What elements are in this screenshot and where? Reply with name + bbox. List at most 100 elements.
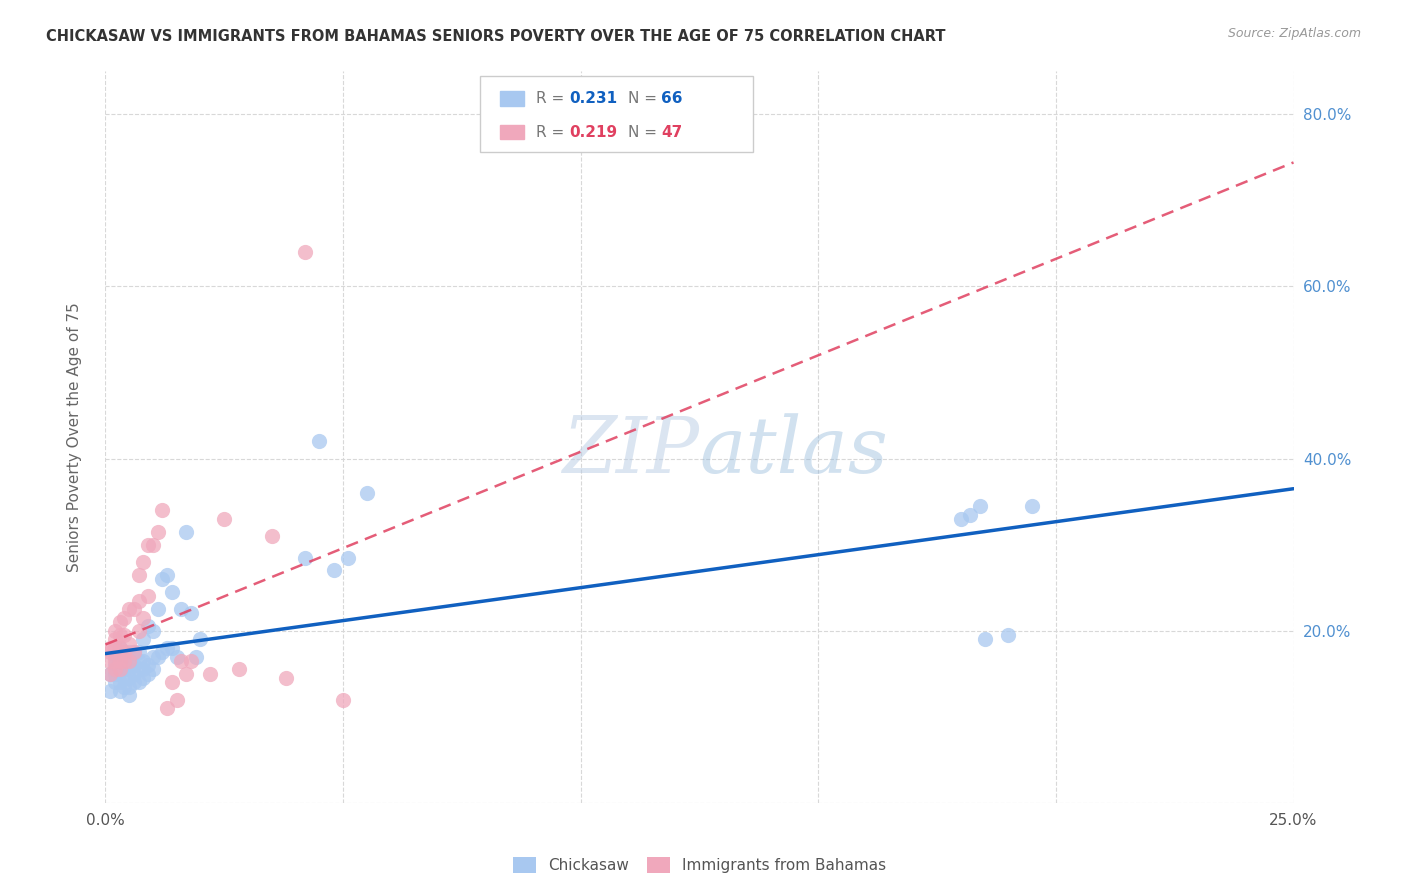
Point	[128, 675, 150, 690]
Point	[108, 662, 131, 676]
Point	[174, 666, 197, 681]
Point	[114, 645, 136, 659]
Point	[104, 658, 127, 673]
Point	[118, 671, 141, 685]
Point	[122, 666, 145, 681]
Point	[108, 675, 131, 690]
Point	[122, 675, 145, 690]
Point	[190, 632, 212, 647]
Text: R =: R =	[536, 125, 568, 139]
Point	[174, 524, 197, 539]
Point	[108, 640, 131, 655]
Text: 0.219: 0.219	[569, 125, 617, 139]
Point	[160, 640, 183, 655]
Point	[308, 434, 330, 449]
Point	[104, 649, 127, 664]
Point	[118, 637, 141, 651]
Point	[146, 649, 169, 664]
Point	[104, 632, 127, 647]
Point	[166, 692, 188, 706]
Point	[969, 499, 991, 513]
Point	[142, 624, 165, 638]
Point	[108, 628, 131, 642]
Point	[294, 550, 316, 565]
Point	[142, 649, 165, 664]
Point	[180, 607, 202, 621]
Point	[118, 654, 141, 668]
Point	[260, 529, 283, 543]
Bar	[501, 125, 523, 139]
Point	[128, 654, 150, 668]
Point	[104, 662, 127, 676]
Point	[128, 645, 150, 659]
Point	[136, 666, 159, 681]
Point	[152, 645, 174, 659]
Point	[156, 701, 179, 715]
Point	[114, 662, 136, 676]
Point	[114, 611, 136, 625]
Point	[132, 632, 155, 647]
Point	[973, 632, 995, 647]
Point	[104, 654, 127, 668]
Point	[132, 611, 155, 625]
Point	[322, 564, 344, 578]
Point	[132, 662, 155, 676]
Point	[128, 593, 150, 607]
Point	[152, 572, 174, 586]
Text: 0.231: 0.231	[569, 91, 617, 106]
Point	[132, 654, 155, 668]
Point	[114, 628, 136, 642]
Point	[98, 666, 121, 681]
Point	[98, 654, 121, 668]
Text: CHICKASAW VS IMMIGRANTS FROM BAHAMAS SENIORS POVERTY OVER THE AGE OF 75 CORRELAT: CHICKASAW VS IMMIGRANTS FROM BAHAMAS SEN…	[46, 29, 946, 44]
Point	[98, 666, 121, 681]
Text: 47: 47	[661, 125, 683, 139]
Legend: Chickasaw, Immigrants from Bahamas: Chickasaw, Immigrants from Bahamas	[506, 851, 893, 880]
Point	[114, 654, 136, 668]
Point	[136, 658, 159, 673]
FancyBboxPatch shape	[479, 77, 754, 152]
Point	[108, 658, 131, 673]
Point	[108, 645, 131, 659]
Point	[98, 645, 121, 659]
Bar	[501, 91, 523, 106]
Y-axis label: Seniors Poverty Over the Age of 75: Seniors Poverty Over the Age of 75	[67, 302, 82, 572]
Point	[128, 662, 150, 676]
Point	[108, 684, 131, 698]
Point	[160, 585, 183, 599]
Point	[108, 654, 131, 668]
Point	[122, 658, 145, 673]
Point	[294, 245, 316, 260]
Point	[332, 692, 354, 706]
Point	[997, 628, 1019, 642]
Point	[170, 654, 193, 668]
Point	[98, 640, 121, 655]
Point	[156, 640, 179, 655]
Point	[228, 662, 250, 676]
Point	[1021, 499, 1043, 513]
Point	[108, 615, 131, 629]
Point	[118, 688, 141, 702]
Point	[136, 619, 159, 633]
Point	[166, 649, 188, 664]
Text: 66: 66	[661, 91, 683, 106]
Point	[136, 589, 159, 603]
Point	[180, 654, 202, 668]
Point	[108, 662, 131, 676]
Point	[118, 654, 141, 668]
Point	[118, 602, 141, 616]
Point	[136, 538, 159, 552]
Point	[949, 512, 972, 526]
Point	[146, 524, 169, 539]
Point	[118, 680, 141, 694]
Point	[98, 684, 121, 698]
Point	[356, 486, 378, 500]
Point	[214, 512, 236, 526]
Point	[114, 671, 136, 685]
Point	[108, 640, 131, 655]
Point	[198, 666, 221, 681]
Point	[336, 550, 359, 565]
Point	[104, 624, 127, 638]
Text: R =: R =	[536, 91, 568, 106]
Point	[104, 640, 127, 655]
